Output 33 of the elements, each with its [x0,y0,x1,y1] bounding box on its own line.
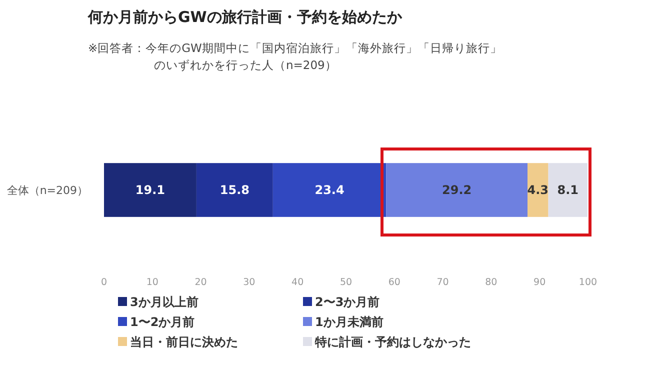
chart-title: 何か月前からGWの旅行計画・予約を始めたか [87,8,403,26]
bar [272,163,386,217]
legend-label: 3か月以上前 [130,295,198,309]
data-label: 19.1 [135,183,166,198]
data-label: 15.8 [220,183,250,198]
bar [104,163,196,217]
legend-label: 特に計画・予約はしなかった [314,335,471,349]
data-label: 23.4 [314,183,344,198]
x-tick-label: 100 [578,277,598,288]
data-label: 8.1 [557,183,579,198]
x-tick-label: 90 [534,277,546,288]
legend-label: 1か月未満前 [315,315,384,329]
x-tick-label: 50 [340,277,352,288]
x-tick-label: 80 [485,277,498,288]
bar [548,163,588,217]
x-tick-label: 40 [292,277,304,288]
x-tick-label: 0 [100,277,108,288]
x-tick-label: 60 [388,277,400,288]
bar [528,163,548,217]
x-tick-label: 10 [146,277,158,288]
text: ※回答者：今年のGW期間中に「国内宿泊旅行」「海外旅行」「日帰り旅行」 [88,41,502,55]
legend-label: 2〜3か月前 [315,295,380,309]
x-tick-label: 20 [194,277,207,288]
x-tick-label: 30 [243,277,256,288]
bar [196,163,273,217]
legend-label: 当日・前日に決めた [130,335,238,349]
y-tick-label: 全体（n=209） [6,184,88,197]
x-tick-label: 70 [436,277,449,288]
data-label: 29.2 [442,183,472,198]
data-label: 4.3 [527,183,549,198]
text: のいずれかを行った人（n=209） [154,58,337,72]
bar [386,163,528,217]
legend-label: 1〜2か月前 [130,315,195,329]
